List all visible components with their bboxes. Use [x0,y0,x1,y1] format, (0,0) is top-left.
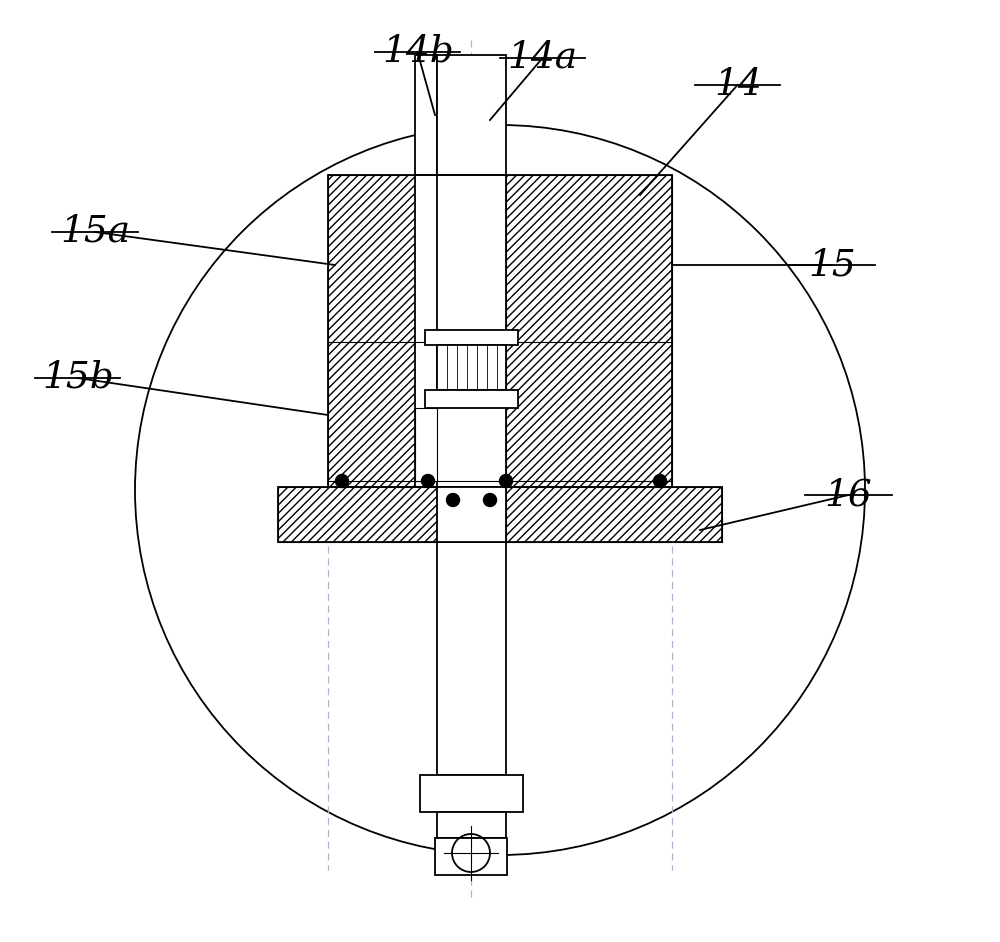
Polygon shape [437,345,506,390]
Text: 15a: 15a [60,214,130,250]
Polygon shape [506,175,672,487]
Polygon shape [278,487,437,542]
Circle shape [484,494,496,507]
Polygon shape [420,775,523,812]
Text: 14b: 14b [382,34,454,70]
Polygon shape [435,838,507,875]
Polygon shape [437,487,506,542]
Polygon shape [415,408,437,481]
Polygon shape [437,55,506,175]
Polygon shape [506,487,722,542]
Circle shape [446,494,460,507]
Text: 14a: 14a [507,40,577,76]
Circle shape [422,475,434,488]
Circle shape [500,475,512,488]
Polygon shape [425,330,518,345]
Polygon shape [415,55,437,175]
Text: 15b: 15b [42,360,114,396]
Text: 15: 15 [808,247,856,283]
Circle shape [336,475,349,488]
Circle shape [654,475,666,488]
Polygon shape [328,175,415,487]
Polygon shape [415,175,506,487]
Text: 14: 14 [714,67,762,103]
Polygon shape [425,390,518,408]
Text: 16: 16 [824,477,872,513]
Polygon shape [437,542,506,775]
Polygon shape [437,812,506,838]
